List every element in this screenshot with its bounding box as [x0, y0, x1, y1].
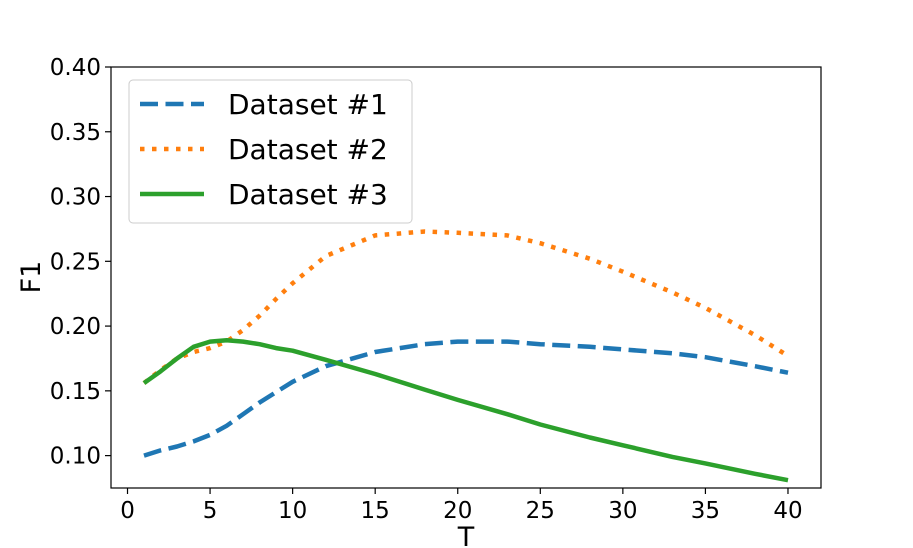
- x-tick-label: 40: [773, 498, 802, 524]
- y-tick-label: 0.30: [50, 185, 101, 211]
- legend-label-3: Dataset #3: [228, 178, 388, 211]
- x-tick-label: 15: [361, 498, 390, 524]
- legend-frame: [128, 79, 413, 224]
- x-tick-label: 35: [691, 498, 720, 524]
- series-line-2: [142, 229, 790, 385]
- x-axis-label: T: [457, 522, 475, 548]
- x-tick-label: 5: [203, 498, 218, 524]
- x-tick-label: 25: [526, 498, 555, 524]
- x-tick-label: 30: [608, 498, 637, 524]
- y-tick-label: 0.10: [50, 444, 101, 470]
- x-tick-label: 20: [443, 498, 472, 524]
- x-tick-label: 0: [120, 498, 135, 524]
- series-line-1: [143, 339, 789, 458]
- x-tick-label: 10: [278, 498, 307, 524]
- plot-frame: [110, 66, 822, 489]
- series-layer: [142, 229, 790, 483]
- x-axis: 0 5 10 15 20 25 30 35 40: [120, 488, 803, 524]
- y-tick-label: 0.35: [50, 120, 101, 146]
- y-tick-label: 0.15: [50, 379, 101, 405]
- y-axis-label: F1: [16, 261, 47, 294]
- legend-label-1: Dataset #1: [228, 88, 388, 121]
- legend-label-2: Dataset #2: [228, 133, 388, 166]
- y-tick-label: 0.20: [50, 314, 101, 340]
- y-tick-label: 0.25: [50, 249, 101, 275]
- legend: Dataset #1 Dataset #2 Dataset #3: [128, 79, 413, 224]
- y-axis: 0.10 0.15 0.20 0.25 0.30 0.35 0.40: [50, 55, 111, 470]
- series-line-3: [142, 338, 789, 483]
- y-tick-label: 0.40: [50, 55, 101, 81]
